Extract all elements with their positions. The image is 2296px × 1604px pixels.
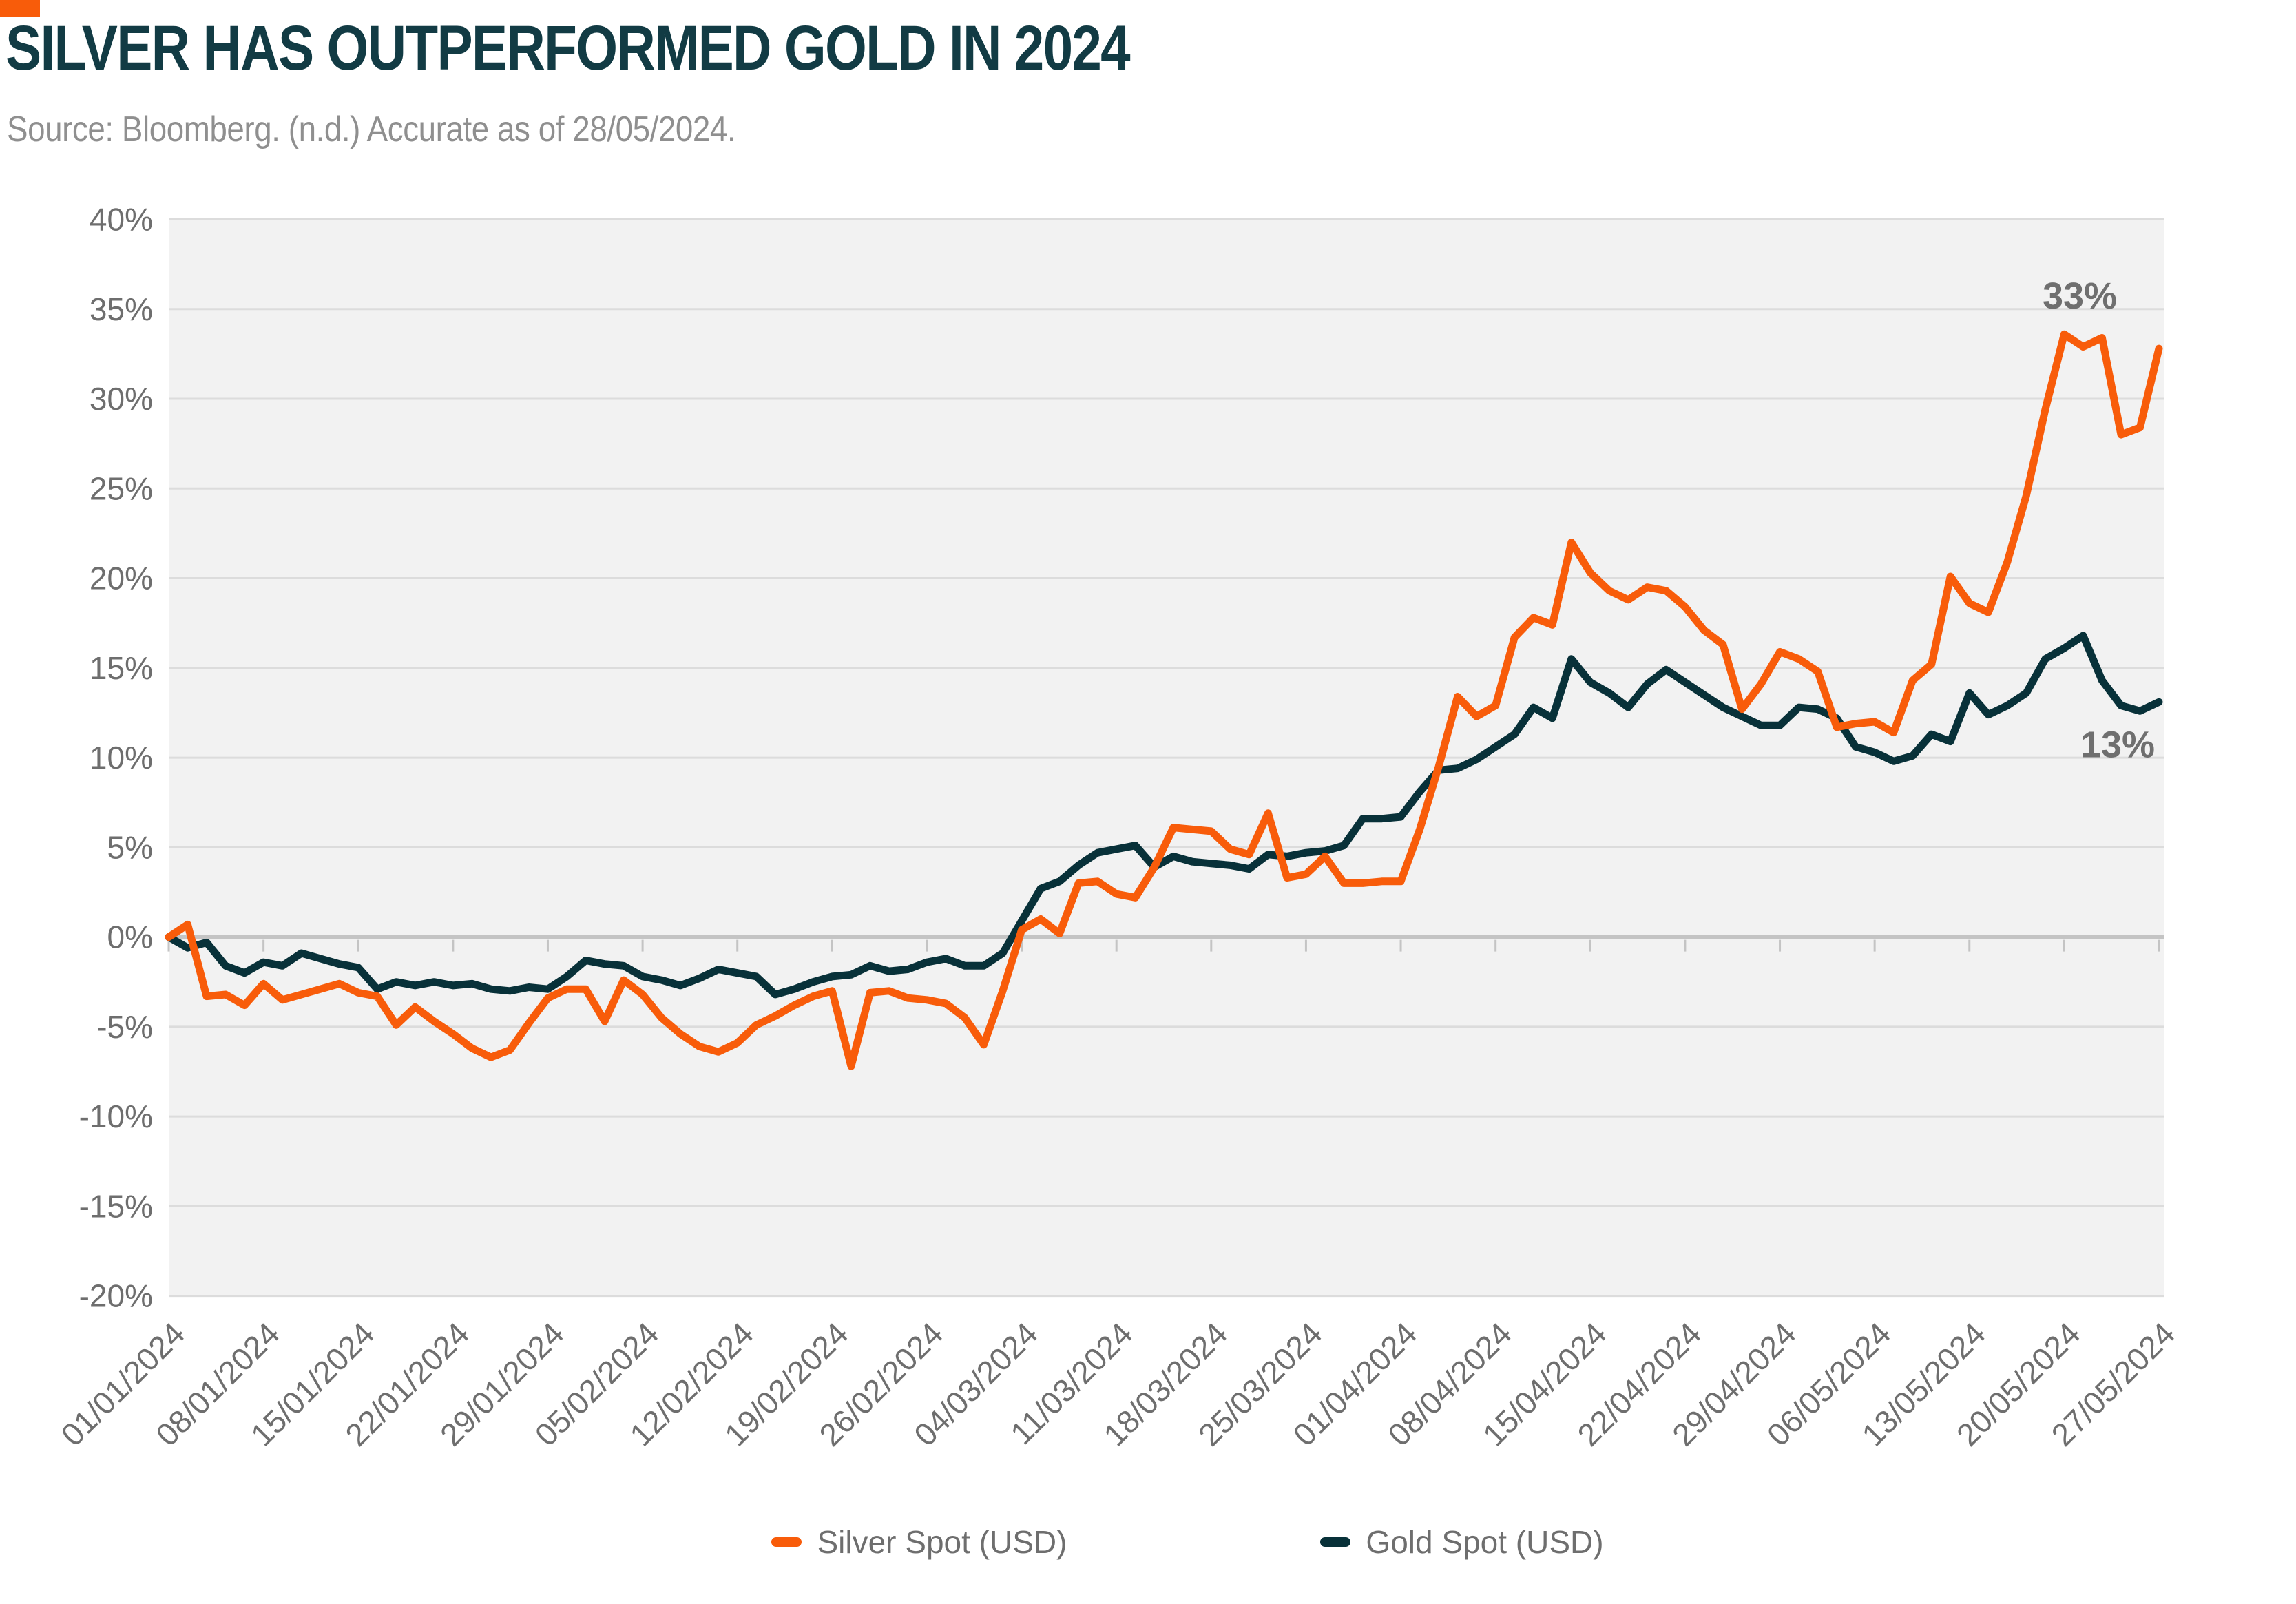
y-tick-label: 40%: [90, 202, 153, 238]
silver-legend-label: Silver Spot (USD): [817, 1524, 1067, 1560]
chart-legend: Silver Spot (USD) Gold Spot (USD): [0, 1523, 2296, 1561]
brand-accent-mark: [0, 0, 40, 17]
y-tick-label: 35%: [90, 291, 153, 327]
y-tick-label: 0%: [107, 919, 153, 955]
gold-legend-swatch: [1320, 1537, 1351, 1547]
legend-item-gold: Gold Spot (USD): [1320, 1523, 1604, 1561]
y-tick-label: 30%: [90, 381, 153, 417]
chart-title: SILVER HAS OUTPERFORMED GOLD IN 2024: [6, 13, 1131, 83]
y-tick-label: -10%: [79, 1098, 153, 1134]
y-tick-label: -5%: [96, 1009, 153, 1045]
y-tick-label: -15%: [79, 1188, 153, 1224]
legend-item-silver: Silver Spot (USD): [771, 1523, 1067, 1561]
y-tick-label: 5%: [107, 829, 153, 865]
gold-series-line: [165, 632, 2163, 999]
silver-legend-swatch: [771, 1537, 802, 1547]
y-tick-label: -20%: [79, 1278, 153, 1314]
silver-series-line: [165, 330, 2163, 1070]
y-tick-label: 20%: [90, 561, 153, 596]
y-tick-label: 15%: [90, 650, 153, 686]
silver-end-annotation: 33%: [2043, 275, 2117, 317]
y-tick-label: 10%: [90, 740, 153, 775]
gold-legend-label: Gold Spot (USD): [1366, 1524, 1604, 1560]
gold-end-annotation: 13%: [2080, 724, 2155, 765]
y-tick-label: 25%: [90, 470, 153, 506]
chart-source: Source: Bloomberg. (n.d.) Accurate as of…: [7, 110, 736, 149]
